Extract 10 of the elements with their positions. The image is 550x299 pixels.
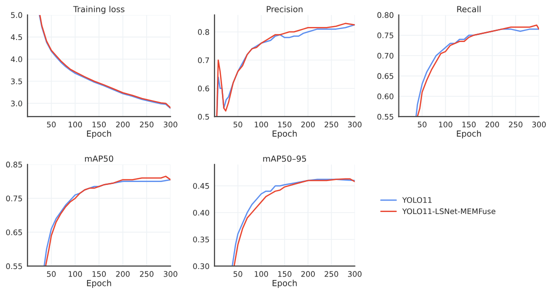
chart-title: Training loss — [73, 6, 124, 14]
chart-title: Precision — [266, 6, 303, 12]
chart-title: mAP50 — [85, 155, 114, 162]
x-axis-title: Epoch — [272, 280, 297, 288]
x-axis-title: Epoch — [87, 280, 112, 288]
x-axis-title: Epoch — [87, 130, 112, 138]
chart-title: Recall — [457, 6, 481, 12]
x-axis-title: Epoch — [272, 130, 297, 138]
x-axis-title: Epoch — [456, 130, 481, 138]
chart-title: mAP50–95 — [263, 155, 306, 162]
